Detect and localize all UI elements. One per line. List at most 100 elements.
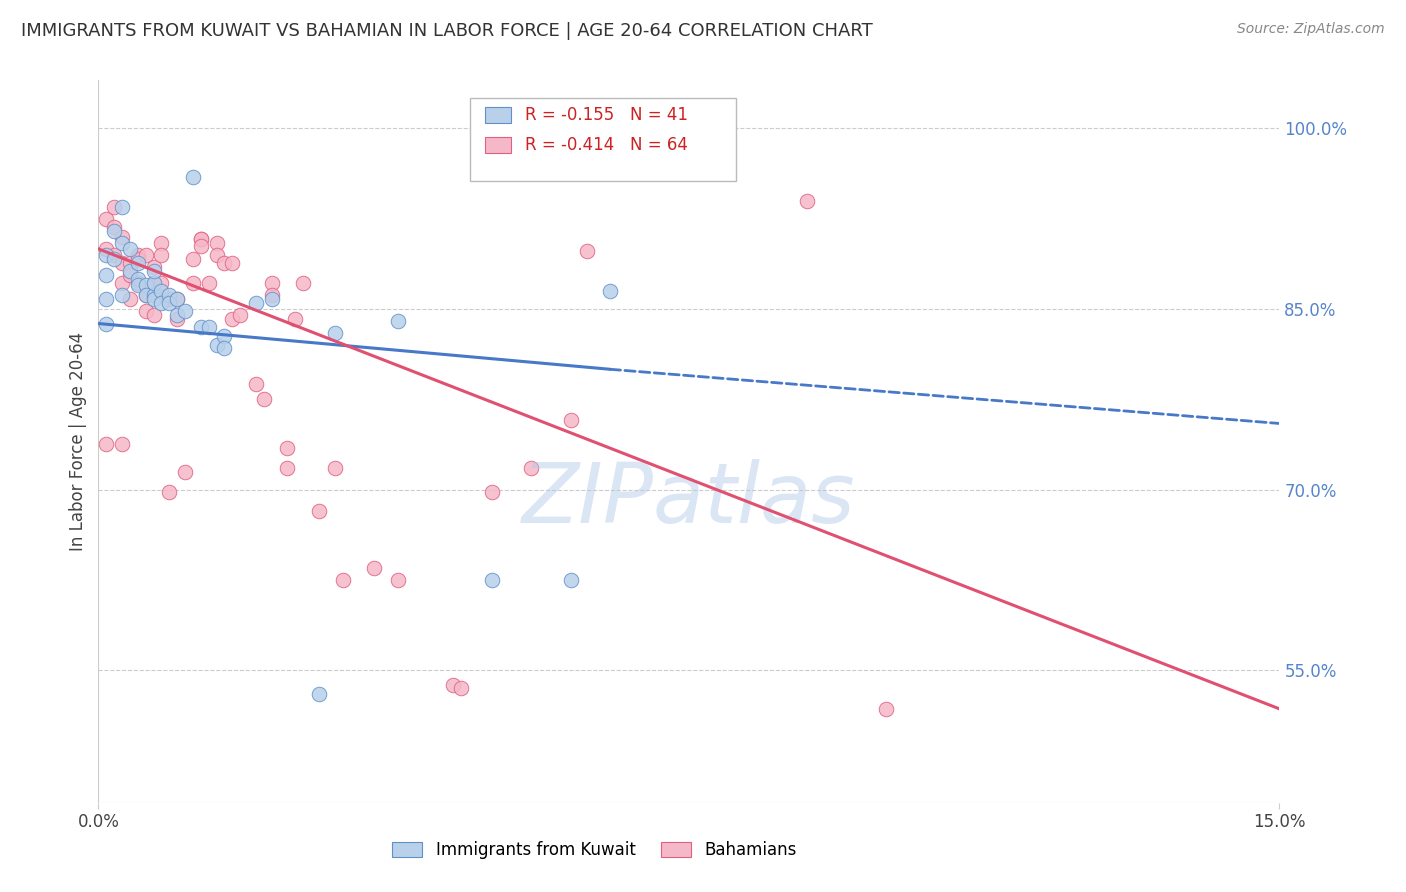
Point [308,504,330,518]
Point [96,211,118,226]
Point [260,293,283,307]
Point [103,200,125,214]
Text: IMMIGRANTS FROM KUWAIT VS BAHAMIAN IN LABOR FORCE | AGE 20-64 CORRELATION CHART: IMMIGRANTS FROM KUWAIT VS BAHAMIAN IN LA… [21,22,873,40]
Point [111,230,134,244]
Point [142,276,165,290]
Point [481,573,503,587]
Point [96,242,118,256]
Point [142,260,165,274]
Point [190,232,212,246]
Point [135,287,157,301]
Point [111,256,134,270]
Point [118,293,141,307]
Point [111,287,134,301]
Text: Source: ZipAtlas.com: Source: ZipAtlas.com [1237,22,1385,37]
Point [96,437,118,451]
Point [111,276,134,290]
Point [96,248,118,262]
Point [166,293,188,307]
Point [323,461,346,475]
Point [544,160,567,174]
Point [308,687,330,701]
Point [142,293,165,307]
Bar [485,137,510,153]
Point [205,248,228,262]
Point [157,485,180,500]
Point [221,256,243,270]
Point [229,308,252,322]
Point [363,561,385,575]
Point [118,242,141,256]
Point [127,278,149,293]
Point [253,392,276,407]
Point [332,573,354,587]
Point [103,252,125,266]
Point [276,441,298,455]
Point [560,573,582,587]
Point [127,256,149,270]
Point [441,678,464,692]
Point [560,413,582,427]
Point [96,293,118,307]
Point [205,235,228,250]
Point [96,317,118,331]
Point [387,314,409,328]
Point [157,296,180,310]
Point [197,276,219,290]
Point [96,268,118,283]
Bar [485,107,510,123]
Point [118,263,141,277]
Point [103,248,125,262]
Point [111,200,134,214]
Point [190,320,212,334]
Point [245,296,267,310]
Text: R = -0.414   N = 64: R = -0.414 N = 64 [524,136,688,154]
Point [150,284,173,298]
Point [142,287,165,301]
Point [157,293,180,307]
Point [205,338,228,352]
Point [166,308,188,322]
Point [135,248,157,262]
Point [150,296,173,310]
Point [127,252,149,266]
Point [111,235,134,250]
Point [103,220,125,235]
Point [111,437,134,451]
Point [214,256,236,270]
Point [142,308,165,322]
Point [214,328,236,343]
Point [127,248,149,262]
Point [875,702,897,716]
Point [174,304,197,318]
Point [245,376,267,391]
Point [157,287,180,301]
Point [190,232,212,246]
Point [190,239,212,253]
Point [150,235,173,250]
Point [284,311,307,326]
Point [135,278,157,293]
Y-axis label: In Labor Force | Age 20-64: In Labor Force | Age 20-64 [69,332,87,551]
Point [292,276,315,290]
Point [599,284,621,298]
Point [520,461,543,475]
Point [142,276,165,290]
Text: R = -0.155   N = 41: R = -0.155 N = 41 [524,106,688,124]
FancyBboxPatch shape [471,98,737,181]
Point [181,276,204,290]
Point [174,465,197,479]
Point [796,194,818,208]
Point [118,268,141,283]
Point [387,573,409,587]
Legend: Immigrants from Kuwait, Bahamians: Immigrants from Kuwait, Bahamians [392,841,796,860]
Point [150,248,173,262]
Point [118,256,141,270]
Point [181,169,204,184]
Text: ZIPatlas: ZIPatlas [522,458,856,540]
Point [166,311,188,326]
Point [142,263,165,277]
Point [323,326,346,341]
Point [221,311,243,326]
Point [181,252,204,266]
